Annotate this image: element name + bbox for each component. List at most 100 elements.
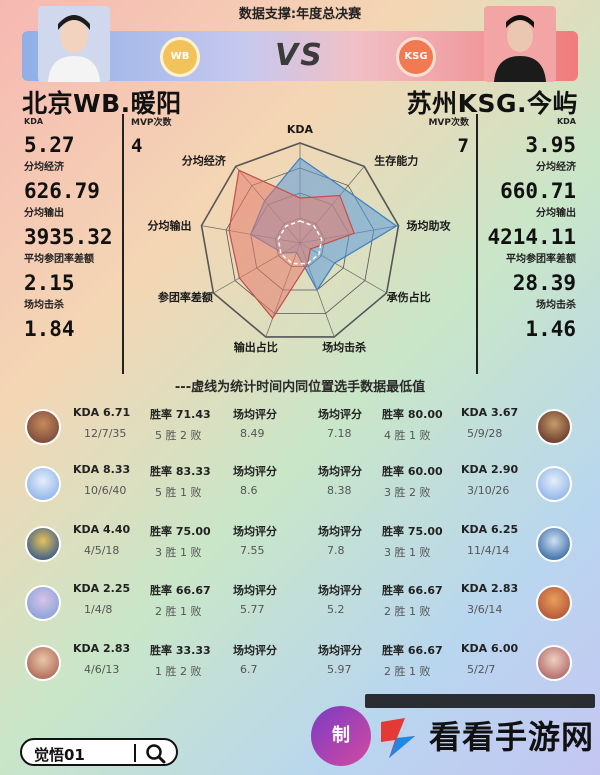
right-winrate: 胜率 66.67 <box>382 584 443 597</box>
right-kda-detail: 3/10/26 <box>467 484 510 497</box>
left-kda: KDA 4.40 <box>73 523 131 536</box>
mvp-label: MVP次数 <box>428 118 469 128</box>
left-record: 5 胜 2 败 <box>155 429 202 442</box>
mvp-value: 7 <box>457 135 469 157</box>
radar-axis-label: 输出占比 <box>234 340 278 354</box>
right-kda: KDA 6.00 <box>461 642 519 655</box>
left-mvp: MVP次数 4 <box>131 115 172 161</box>
left-hero-avatar[interactable] <box>25 466 61 502</box>
search-pill[interactable]: 觉悟01 <box>20 738 178 766</box>
left-record: 5 胜 1 败 <box>155 486 202 499</box>
watermark-bar <box>365 694 595 708</box>
stat-label: 分均输出 <box>536 208 576 219</box>
matchup-row: KDA 4.40 4/5/18 胜率 75.00 3 胜 1 败 场均评分 7.55 场均评… <box>0 518 600 578</box>
left-score-label: 场均评分 <box>233 525 277 538</box>
stat-label: 分均输出 <box>24 208 64 219</box>
search-text: 觉悟01 <box>34 746 85 764</box>
radar-axis-label: 生存能力 <box>374 153 418 167</box>
radar-series-left <box>228 169 355 320</box>
radar-axis-label: 参团率差额 <box>158 290 213 304</box>
right-winrate: 胜率 75.00 <box>382 525 443 538</box>
left-record: 3 胜 1 败 <box>155 546 202 559</box>
watermark-badge: 制 <box>311 706 371 766</box>
left-winrate: 胜率 83.33 <box>150 465 211 478</box>
right-kda-detail: 11/4/14 <box>467 544 510 557</box>
right-record: 3 胜 1 败 <box>384 546 431 559</box>
right-record: 2 胜 1 败 <box>384 665 431 678</box>
stat-label: KDA <box>556 117 576 126</box>
stat-value: 2.15 <box>24 271 75 295</box>
right-record: 2 胜 1 败 <box>384 605 431 618</box>
stat-value: 660.71 <box>500 179 576 203</box>
right-score-label: 场均评分 <box>318 465 362 478</box>
mvp-value: 4 <box>131 135 143 157</box>
left-kda: KDA 8.33 <box>73 463 131 476</box>
matchup-row: KDA 2.25 1/4/8 胜率 66.67 2 胜 1 败 场均评分 5.77 场均评分… <box>0 577 600 637</box>
site-watermark: 制 看看手游网 <box>305 694 600 775</box>
left-kda-detail: 1/4/8 <box>84 603 113 616</box>
left-hero-avatar[interactable] <box>25 585 61 621</box>
right-mvp: MVP次数 7 <box>428 115 469 161</box>
right-score-label: 场均评分 <box>318 408 362 421</box>
wb-team-logo: WB <box>160 37 200 77</box>
left-winrate: 胜率 75.00 <box>150 525 211 538</box>
stat-value: 5.27 <box>24 133 75 157</box>
left-winrate: 胜率 66.67 <box>150 584 211 597</box>
right-score: 7.18 <box>327 427 352 440</box>
stat-value: 1.46 <box>525 317 576 341</box>
right-kda: KDA 2.83 <box>461 582 519 595</box>
right-winrate: 胜率 66.67 <box>382 644 443 657</box>
stat-value: 3.95 <box>525 133 576 157</box>
left-score-label: 场均评分 <box>233 465 277 478</box>
right-player-photo <box>484 6 556 82</box>
radar-grid-ring <box>200 142 400 338</box>
left-kda-detail: 4/6/13 <box>84 663 120 676</box>
right-hero-avatar[interactable] <box>536 645 572 681</box>
right-kda-detail: 5/9/28 <box>467 427 503 440</box>
stat-label: 平均参团率差额 <box>506 254 576 265</box>
right-winrate: 胜率 80.00 <box>382 408 443 421</box>
stat-value: 1.84 <box>24 317 75 341</box>
radar-axis-label: 场均助攻 <box>406 219 451 233</box>
right-stats-column: KDA 3.95 分均经济 660.71 分均输出 4214.11 平均参团率差… <box>476 114 580 374</box>
right-kda: KDA 2.90 <box>461 463 519 476</box>
left-hero-avatar[interactable] <box>25 526 61 562</box>
right-winrate: 胜率 60.00 <box>382 465 443 478</box>
stat-label: 分均经济 <box>536 162 576 173</box>
left-kda: KDA 2.25 <box>73 582 131 595</box>
watermark-logo-icon <box>381 718 415 758</box>
left-player-photo <box>38 6 110 82</box>
right-hero-avatar[interactable] <box>536 526 572 562</box>
left-score-label: 场均评分 <box>233 408 277 421</box>
matchup-row: KDA 8.33 10/6/40 胜率 83.33 5 胜 1 败 场均评分 8.6 场均评… <box>0 458 600 518</box>
stat-value: 28.39 <box>512 271 576 295</box>
right-kda: KDA 6.25 <box>461 523 519 536</box>
left-score-label: 场均评分 <box>233 644 277 657</box>
radar-axis-label: 分均输出 <box>148 219 192 233</box>
radar-axis-label: 场均击杀 <box>322 340 366 354</box>
right-record: 3 胜 2 败 <box>384 486 431 499</box>
left-kda-detail: 4/5/18 <box>84 544 120 557</box>
left-record: 2 胜 1 败 <box>155 605 202 618</box>
left-hero-avatar[interactable] <box>25 409 61 445</box>
mvp-label: MVP次数 <box>131 118 172 128</box>
left-team-name: 北京WB.暖阳 <box>22 89 182 118</box>
divider <box>134 744 136 762</box>
right-hero-avatar[interactable] <box>536 585 572 621</box>
left-hero-avatar[interactable] <box>25 645 61 681</box>
right-hero-avatar[interactable] <box>536 466 572 502</box>
right-hero-avatar[interactable] <box>536 409 572 445</box>
left-winrate: 胜率 33.33 <box>150 644 211 657</box>
stat-label: 场均击杀 <box>24 300 64 311</box>
left-stats-column: KDA 5.27 分均经济 626.79 分均输出 3935.32 平均参团率差… <box>20 114 124 374</box>
left-score: 6.7 <box>240 663 258 676</box>
right-score-label: 场均评分 <box>318 525 362 538</box>
right-kda-detail: 5/2/7 <box>467 663 496 676</box>
left-kda: KDA 6.71 <box>73 406 131 419</box>
search-icon[interactable] <box>142 742 170 764</box>
right-score: 5.2 <box>327 603 345 616</box>
right-team-name: 苏州KSG.今屿 <box>406 89 578 118</box>
right-kda: KDA 3.67 <box>461 406 519 419</box>
left-score: 5.77 <box>240 603 265 616</box>
